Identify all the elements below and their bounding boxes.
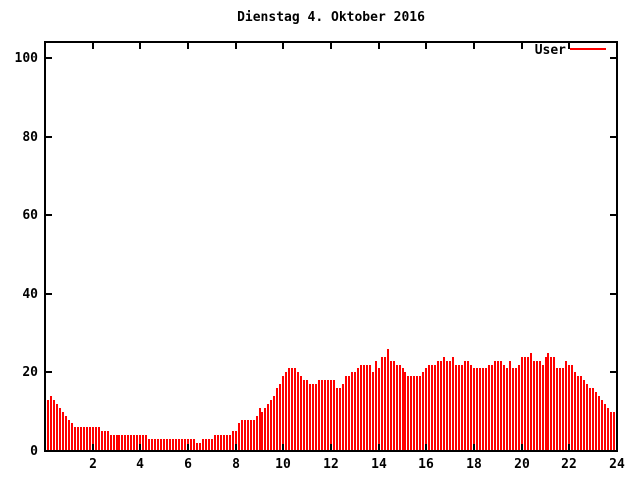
legend-series-label: User bbox=[534, 43, 566, 58]
y-tick-label: 80 bbox=[22, 130, 38, 145]
y-tick-label: 0 bbox=[30, 444, 38, 459]
x-tick-label: 20 bbox=[514, 457, 530, 472]
x-tick-label: 10 bbox=[275, 457, 291, 472]
y-tick-label: 40 bbox=[22, 287, 38, 302]
x-tick-label: 6 bbox=[184, 457, 192, 472]
y-tick-label: 20 bbox=[22, 365, 38, 380]
x-tick-label: 12 bbox=[323, 457, 339, 472]
x-tick-label: 8 bbox=[232, 457, 240, 472]
x-tick-label: 4 bbox=[136, 457, 144, 472]
y-tick-label: 60 bbox=[22, 208, 38, 223]
x-tick-label: 22 bbox=[561, 457, 577, 472]
x-tick-label: 14 bbox=[371, 457, 387, 472]
x-tick-label: 24 bbox=[609, 457, 625, 472]
x-tick-label: 16 bbox=[418, 457, 434, 472]
chart-title: Dienstag 4. Oktober 2016 bbox=[237, 10, 425, 25]
y-tick-label: 100 bbox=[15, 51, 39, 66]
x-tick-label: 2 bbox=[89, 457, 97, 472]
x-tick-label: 18 bbox=[466, 457, 482, 472]
